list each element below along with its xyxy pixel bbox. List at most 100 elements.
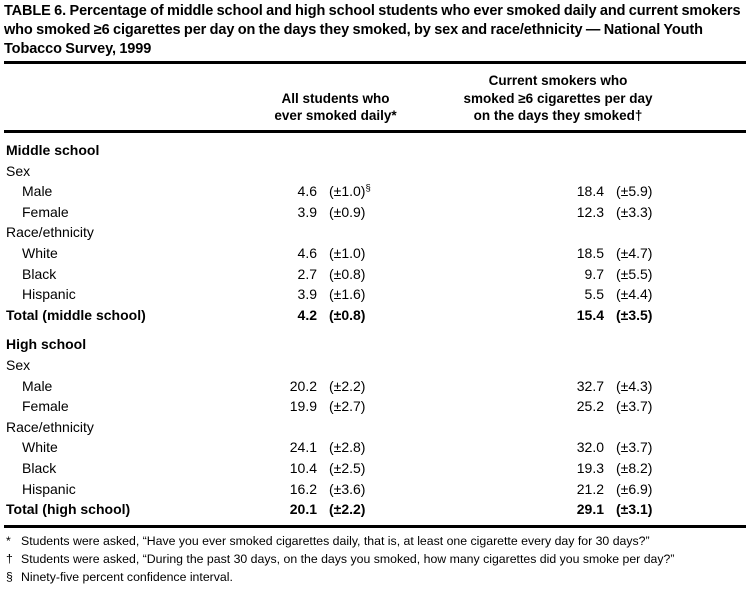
value-cell: 5.5 [584,286,604,303]
table-title: TABLE 6. Percentage of middle school and… [4,3,741,58]
subsection-label: Race/ethnicity [6,224,94,241]
footnote-dagger: † Students were asked, “During the past … [6,552,742,567]
row-label: Male [22,183,53,200]
value-cell: 4.2 [297,306,317,323]
footnote-marker: § [6,570,13,585]
value-cell: 12.3 [576,203,604,220]
table-row: Male 4.6 (±1.0)§ 18.4 (±5.9) [4,181,746,202]
row-label: Hispanic [22,286,76,303]
section-header-middle-school: Middle school [4,140,746,161]
value-cell: 32.0 [576,439,604,456]
footnote-ref-section-sign: § [365,182,371,194]
divider-header [4,130,746,134]
footnote-marker: † [6,551,13,566]
ci-cell: (±3.5) [616,306,653,323]
ci-cell: (±4.7) [616,244,653,261]
value-cell: 20.2 [289,377,317,394]
subsection-header-race-ethnicity: Race/ethnicity [4,222,746,243]
value-cell: 9.7 [584,265,604,282]
footnotes: * Students were asked, “Have you ever sm… [4,528,746,586]
footnote-text: Ninety-five percent confidence interval. [21,570,233,585]
table-page: TABLE 6. Percentage of middle school and… [4,3,746,586]
subsection-label: Race/ethnicity [6,418,94,435]
ci-cell: (±0.8) [329,265,366,282]
footnote-marker: * [6,533,11,548]
value-cell: 20.1 [289,501,317,518]
subsection-header-race-ethnicity: Race/ethnicity [4,417,746,438]
row-label: Black [22,459,57,476]
row-label: Total (middle school) [6,306,146,323]
value-cell: 4.6 [297,183,317,200]
ci-cell: (±2.2) [329,501,366,518]
ci-cell: (±2.8) [329,439,366,456]
table-row: Black 2.7 (±0.8) 9.7 (±5.5) [4,264,746,285]
value-cell: 16.2 [289,480,317,497]
value-cell: 2.7 [297,265,317,282]
ci-cell: (±3.3) [616,203,653,220]
column-header-current-smokers: Current smokers who smoked ≥6 cigarettes… [463,73,653,124]
value-cell: 3.9 [297,203,317,220]
ci-cell: (±1.0)§ [317,181,412,202]
ci-text: (±1.0) [329,183,366,200]
value-cell: 25.2 [576,398,604,415]
divider-footnotes [4,524,746,528]
row-label: Hispanic [22,480,76,497]
ci-cell: (±1.6) [329,286,366,303]
value-cell: 15.4 [576,306,604,323]
row-label: Female [22,398,69,415]
ci-cell: (±0.9) [329,203,366,220]
ci-cell: (±3.7) [616,398,653,415]
ci-cell: (±8.2) [616,459,653,476]
value-cell: 10.4 [289,459,317,476]
value-cell: 3.9 [297,286,317,303]
total-row-middle-school: Total (middle school) 4.2 (±0.8) 15.4 (±… [4,305,746,326]
value-cell: 19.3 [576,459,604,476]
value-cell: 24.1 [289,439,317,456]
column-header-row: All students who ever smoked daily* Curr… [4,64,746,130]
value-cell: 18.4 [576,183,604,200]
table-row: Female 3.9 (±0.9) 12.3 (±3.3) [4,202,746,223]
value-cell: 29.1 [576,501,604,518]
row-label: White [22,439,58,456]
ci-cell: (±4.3) [616,377,653,394]
table-row: Female 19.9 (±2.7) 25.2 (±3.7) [4,396,746,417]
table-row: Male 20.2 (±2.2) 32.7 (±4.3) [4,376,746,397]
total-row-high-school: Total (high school) 20.1 (±2.2) 29.1 (±3… [4,499,746,520]
section-label: High school [6,336,87,353]
row-label: Male [22,377,53,394]
table-row: White 4.6 (±1.0) 18.5 (±4.7) [4,243,746,264]
subsection-header-sex: Sex [4,355,746,376]
subsection-header-sex: Sex [4,161,746,182]
ci-cell: (±0.8) [329,306,366,323]
row-label: Female [22,203,69,220]
row-label: Total (high school) [6,501,131,518]
footnote-text: Students were asked, “During the past 30… [21,551,675,566]
section-label: Middle school [6,142,100,159]
value-cell: 18.5 [576,244,604,261]
divider-top [4,61,746,65]
ci-cell: (±2.2) [329,377,366,394]
row-label: Black [22,265,57,282]
footnote-section-sign: § Ninety-five percent confidence interva… [6,570,742,585]
value-cell: 4.6 [297,244,317,261]
row-label: White [22,244,58,261]
footnote-asterisk: * Students were asked, “Have you ever sm… [6,534,742,549]
table-row: Black 10.4 (±2.5) 19.3 (±8.2) [4,458,746,479]
footnote-text: Students were asked, “Have you ever smok… [21,533,650,548]
ci-cell: (±4.4) [616,286,653,303]
ci-cell: (±3.7) [616,439,653,456]
table-row: Hispanic 3.9 (±1.6) 5.5 (±4.4) [4,284,746,305]
section-header-high-school: High school [4,334,746,355]
ci-cell: (±6.9) [616,480,653,497]
ci-cell: (±1.0) [329,244,366,261]
value-cell: 32.7 [576,377,604,394]
ci-cell: (±3.1) [616,501,653,518]
ci-cell: (±5.9) [616,183,653,200]
value-cell: 19.9 [289,398,317,415]
ci-cell: (±2.5) [329,459,366,476]
column-header-ever-smoked: All students who ever smoked daily* [274,90,397,124]
table-row: Hispanic 16.2 (±3.6) 21.2 (±6.9) [4,479,746,500]
subsection-label: Sex [6,162,31,179]
table-row: White 24.1 (±2.8) 32.0 (±3.7) [4,437,746,458]
value-cell: 21.2 [576,480,604,497]
